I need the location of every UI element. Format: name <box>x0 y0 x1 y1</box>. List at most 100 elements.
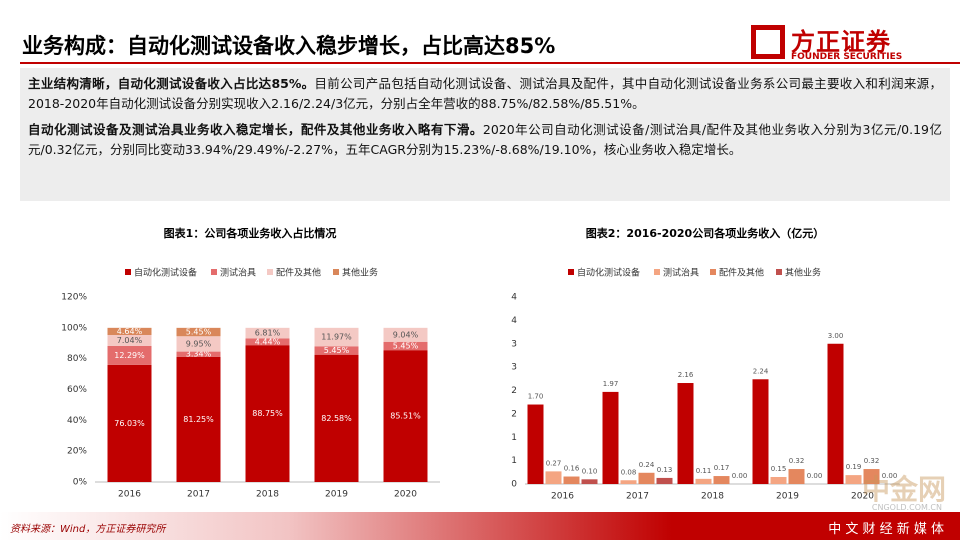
bar <box>695 478 712 484</box>
y-tick-label: 3 <box>511 339 517 349</box>
x-tick-label: 2018 <box>256 490 279 500</box>
value-label: 0.10 <box>582 467 598 475</box>
legend-label: 其他业务 <box>785 267 821 279</box>
bar <box>581 479 598 484</box>
bar <box>545 471 562 484</box>
bar <box>845 475 862 484</box>
x-tick-label: 2016 <box>118 490 141 500</box>
value-label: 81.25% <box>183 415 214 424</box>
value-label: 2.16 <box>678 371 694 379</box>
bar <box>863 469 880 484</box>
value-label: 0.24 <box>639 461 655 469</box>
bar <box>677 383 694 484</box>
slide-title: 业务构成：自动化测试设备收入稳步增长，占比高达85% <box>22 34 556 58</box>
y-tick-label: 4 <box>511 293 517 303</box>
x-tick-label: 2020 <box>851 492 874 502</box>
paragraph-body: 目前公司产品包括自动化测试设备、测试治具及配件，其中自动化测试设备业务系公司最主… <box>28 76 942 111</box>
value-label: 0.11 <box>696 467 712 475</box>
legend-swatch <box>776 269 782 275</box>
y-tick-label: 0% <box>73 478 88 488</box>
legend-swatch <box>125 269 131 275</box>
bar <box>713 476 730 484</box>
watermark-url: CNGOLD.COM.CN <box>871 503 942 512</box>
y-tick-label: 0 <box>511 480 517 490</box>
value-label: 2.24 <box>753 367 769 375</box>
bar-segment <box>107 327 152 335</box>
legend-label: 测试治具 <box>663 267 699 279</box>
value-label: 0.32 <box>864 457 880 465</box>
chart-title: 图表1：公司各项业务收入占比情况 <box>164 226 337 240</box>
title-rule <box>20 62 960 64</box>
y-tick-label: 80% <box>67 354 87 364</box>
source-note: 资料来源：Wind，方正证券研究所 <box>10 524 166 535</box>
legend-swatch <box>710 269 716 275</box>
legend-label: 自动化测试设备 <box>134 267 197 279</box>
y-tick-label: 100% <box>61 323 87 333</box>
value-label: 0.08 <box>621 468 637 476</box>
y-tick-label: 4 <box>511 316 517 326</box>
x-tick-label: 2016 <box>551 492 574 502</box>
y-tick-label: 20% <box>67 447 87 457</box>
bar-segment <box>383 350 428 482</box>
bar-segment <box>314 327 359 347</box>
footer: 资料来源：Wind，方正证券研究所 中 文 财 经 新 媒 体 <box>0 512 960 540</box>
bar-segment <box>245 338 290 346</box>
paragraph-lead: 主业结构清晰，自动化测试设备收入占比达85%。 <box>28 76 315 91</box>
value-label: 1.97 <box>603 380 619 388</box>
value-label: 0.27 <box>546 459 562 467</box>
x-tick-label: 2017 <box>187 490 210 500</box>
y-tick-label: 120% <box>61 293 87 303</box>
bar-segment <box>383 341 428 351</box>
watermark: 中金网 <box>861 473 946 506</box>
bar-segment <box>383 327 428 342</box>
bar-segment <box>314 354 359 482</box>
bar <box>788 469 805 484</box>
bar <box>563 476 580 484</box>
bar <box>620 480 637 484</box>
value-label: 1.70 <box>528 393 544 401</box>
bar <box>656 477 673 484</box>
paragraph-lead: 自动化测试设备及测试治具业务收入稳定增长，配件及其他业务收入略有下滑。 <box>28 122 483 137</box>
legend-label: 自动化测试设备 <box>577 267 640 279</box>
y-tick-label: 60% <box>67 385 87 395</box>
value-label: 76.03% <box>114 419 145 428</box>
bar <box>752 379 769 484</box>
bar-segment <box>176 351 221 357</box>
legend-label: 测试治具 <box>220 267 256 279</box>
value-label: 12.29% <box>114 351 145 360</box>
legend-label: 其他业务 <box>342 267 378 279</box>
value-label: 5.45% <box>393 341 419 350</box>
chart-title: 图表2：2016-2020公司各项业务收入（亿元） <box>586 226 824 240</box>
value-label: 0.00 <box>732 472 748 480</box>
x-tick-label: 2020 <box>394 490 417 500</box>
bar <box>638 472 655 484</box>
bar-segment <box>245 345 290 482</box>
legend-label: 配件及其他 <box>276 267 321 279</box>
value-label: 0.00 <box>807 472 823 480</box>
paragraph: 主业结构清晰，自动化测试设备收入占比达85%。目前公司产品包括自动化测试设备、测… <box>28 74 942 114</box>
paragraph: 自动化测试设备及测试治具业务收入稳定增长，配件及其他业务收入略有下滑。2020年… <box>28 120 942 160</box>
value-label: 4.44% <box>255 337 281 346</box>
bar-segment <box>314 346 359 355</box>
value-label: 85.51% <box>390 412 421 421</box>
bar <box>827 343 844 484</box>
x-tick-label: 2017 <box>626 492 649 502</box>
value-label: 5.45% <box>186 328 212 337</box>
x-tick-label: 2019 <box>325 490 348 500</box>
value-label: 4.64% <box>117 327 143 336</box>
y-tick-label: 2 <box>511 386 517 396</box>
bar-segment <box>176 356 221 482</box>
y-tick-label: 40% <box>67 416 87 426</box>
value-label: 5.45% <box>324 346 350 355</box>
bar-segment <box>176 327 221 337</box>
value-label: 0.19 <box>846 463 862 471</box>
logo-mark <box>751 25 785 59</box>
value-label: 88.75% <box>252 409 283 418</box>
bar-segment <box>176 336 221 352</box>
legend-swatch <box>333 269 339 275</box>
value-label: 9.95% <box>186 339 212 348</box>
legend-swatch <box>267 269 273 275</box>
value-label: 0.13 <box>657 466 673 474</box>
